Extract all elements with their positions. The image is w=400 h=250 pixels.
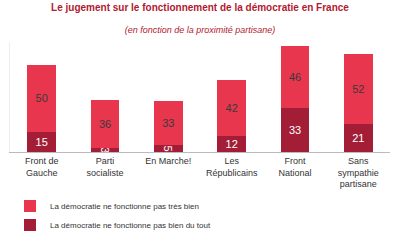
svg-text:La démocratie ne fonctionne pa: La démocratie ne fonctionne pas très bie… [50, 202, 199, 211]
svg-text:52: 52 [352, 83, 364, 95]
svg-text:50: 50 [36, 92, 48, 104]
svg-text:36: 36 [99, 118, 111, 130]
svg-text:Partisocialiste: Partisocialiste [86, 156, 123, 178]
svg-text:LesRépublicains: LesRépublicains [206, 156, 258, 178]
svg-text:15: 15 [36, 136, 48, 148]
svg-text:FrontNational: FrontNational [278, 156, 311, 178]
svg-text:(en fonction de la proximité p: (en fonction de la proximité partisane) [125, 25, 276, 35]
svg-text:46: 46 [289, 71, 301, 83]
svg-text:33: 33 [162, 117, 174, 129]
svg-text:En Marche!: En Marche! [145, 156, 191, 166]
svg-text:33: 33 [289, 124, 301, 136]
svg-text:La démocratie ne fonctionne pa: La démocratie ne fonctionne pas bien du … [50, 221, 211, 230]
svg-text:3: 3 [99, 147, 111, 153]
svg-text:21: 21 [352, 132, 364, 144]
svg-text:12: 12 [226, 138, 238, 150]
svg-text:Sanssympathiepartisane: Sanssympathiepartisane [338, 156, 379, 189]
svg-text:Le jugement sur le fonctionnem: Le jugement sur le fonctionnement de la … [51, 2, 349, 13]
svg-text:Front deGauche: Front deGauche [25, 156, 59, 178]
svg-text:42: 42 [226, 102, 238, 114]
svg-text:5: 5 [162, 146, 174, 152]
